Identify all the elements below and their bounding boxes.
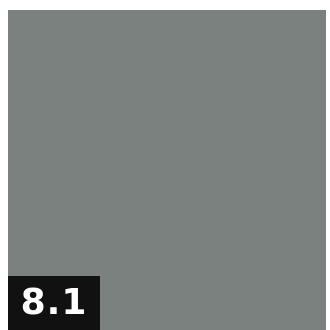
swatch-number-label: 8.1 — [20, 282, 88, 323]
swatch-number-badge: 8.1 — [8, 276, 100, 330]
